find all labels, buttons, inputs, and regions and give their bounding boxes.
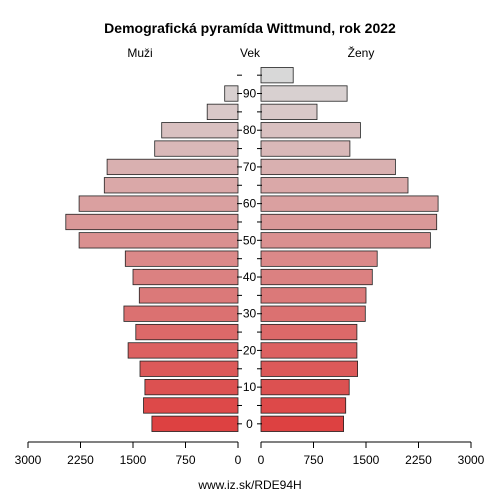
age-tick-label: 50 xyxy=(243,233,257,247)
female-bar xyxy=(260,250,378,267)
female-bar xyxy=(260,122,361,139)
age-tick-label: 0 xyxy=(246,417,253,431)
female-bar xyxy=(260,103,318,120)
male-bars xyxy=(65,85,239,432)
male-bar xyxy=(132,268,239,286)
center-axis-label: Vek xyxy=(240,46,261,60)
male-bar xyxy=(106,158,239,176)
x-tick-label: 1500 xyxy=(120,453,147,467)
x-tick-label: 0 xyxy=(258,453,265,467)
female-bar xyxy=(260,140,351,157)
female-bars xyxy=(260,67,439,432)
male-bar xyxy=(144,379,239,396)
x-tick-label: 0 xyxy=(235,453,242,467)
female-bar xyxy=(260,213,438,231)
age-tick-label: 60 xyxy=(243,197,257,211)
x-tick-label: 2250 xyxy=(405,453,432,467)
female-bar xyxy=(260,195,439,212)
chart-title: Demografická pyramída Wittmund, rok 2022 xyxy=(104,20,396,36)
male-bar xyxy=(206,103,239,120)
right-series-label: Ženy xyxy=(348,45,375,60)
source-footer: www.iz.sk/RDE94H xyxy=(197,478,301,492)
age-tick-label: 80 xyxy=(243,123,257,137)
male-bar xyxy=(123,305,239,322)
male-bar xyxy=(127,342,239,359)
male-bar xyxy=(65,213,239,231)
female-bar xyxy=(260,67,294,84)
female-bar xyxy=(260,232,431,249)
male-bar xyxy=(154,140,239,157)
male-bar xyxy=(103,177,239,194)
age-tick-label: 70 xyxy=(243,160,257,174)
male-bar xyxy=(135,323,239,341)
male-x-axis: 3000 2250 1500 750 0 xyxy=(15,441,242,467)
male-bar xyxy=(78,232,239,249)
female-bar xyxy=(260,177,409,194)
female-bar xyxy=(260,287,367,304)
male-bar xyxy=(161,122,239,139)
age-tick-label: 10 xyxy=(243,380,257,394)
male-bar xyxy=(143,397,239,414)
male-bar xyxy=(224,85,239,102)
female-bar xyxy=(260,379,350,396)
x-tick-label: 2250 xyxy=(67,453,94,467)
female-bar xyxy=(260,360,358,377)
female-bar xyxy=(260,323,358,341)
male-bar xyxy=(151,415,239,432)
x-tick-label: 750 xyxy=(175,453,195,467)
x-tick-label: 3000 xyxy=(15,453,42,467)
female-bar xyxy=(260,415,344,432)
x-tick-label: 750 xyxy=(303,453,323,467)
male-bar xyxy=(124,250,239,267)
female-bar xyxy=(260,85,348,102)
male-bar xyxy=(138,287,239,304)
left-series-label: Muži xyxy=(127,46,152,60)
age-tick-label: 90 xyxy=(243,87,257,101)
male-bar xyxy=(139,360,239,377)
x-tick-label: 1500 xyxy=(353,453,380,467)
female-bar xyxy=(260,397,347,414)
female-x-axis: 0 750 1500 2250 3000 xyxy=(258,441,485,467)
age-axis: 0 10 20 30 40 50 60 70 80 90 xyxy=(237,74,262,431)
x-tick-label: 3000 xyxy=(458,453,485,467)
age-tick-label: 40 xyxy=(243,270,257,284)
female-bar xyxy=(260,342,358,359)
age-tick-label: 20 xyxy=(243,343,257,357)
female-bar xyxy=(260,158,396,176)
age-tick-label: 30 xyxy=(243,307,257,321)
male-bar xyxy=(78,195,239,212)
female-bar xyxy=(260,268,373,286)
female-bar xyxy=(260,305,366,322)
